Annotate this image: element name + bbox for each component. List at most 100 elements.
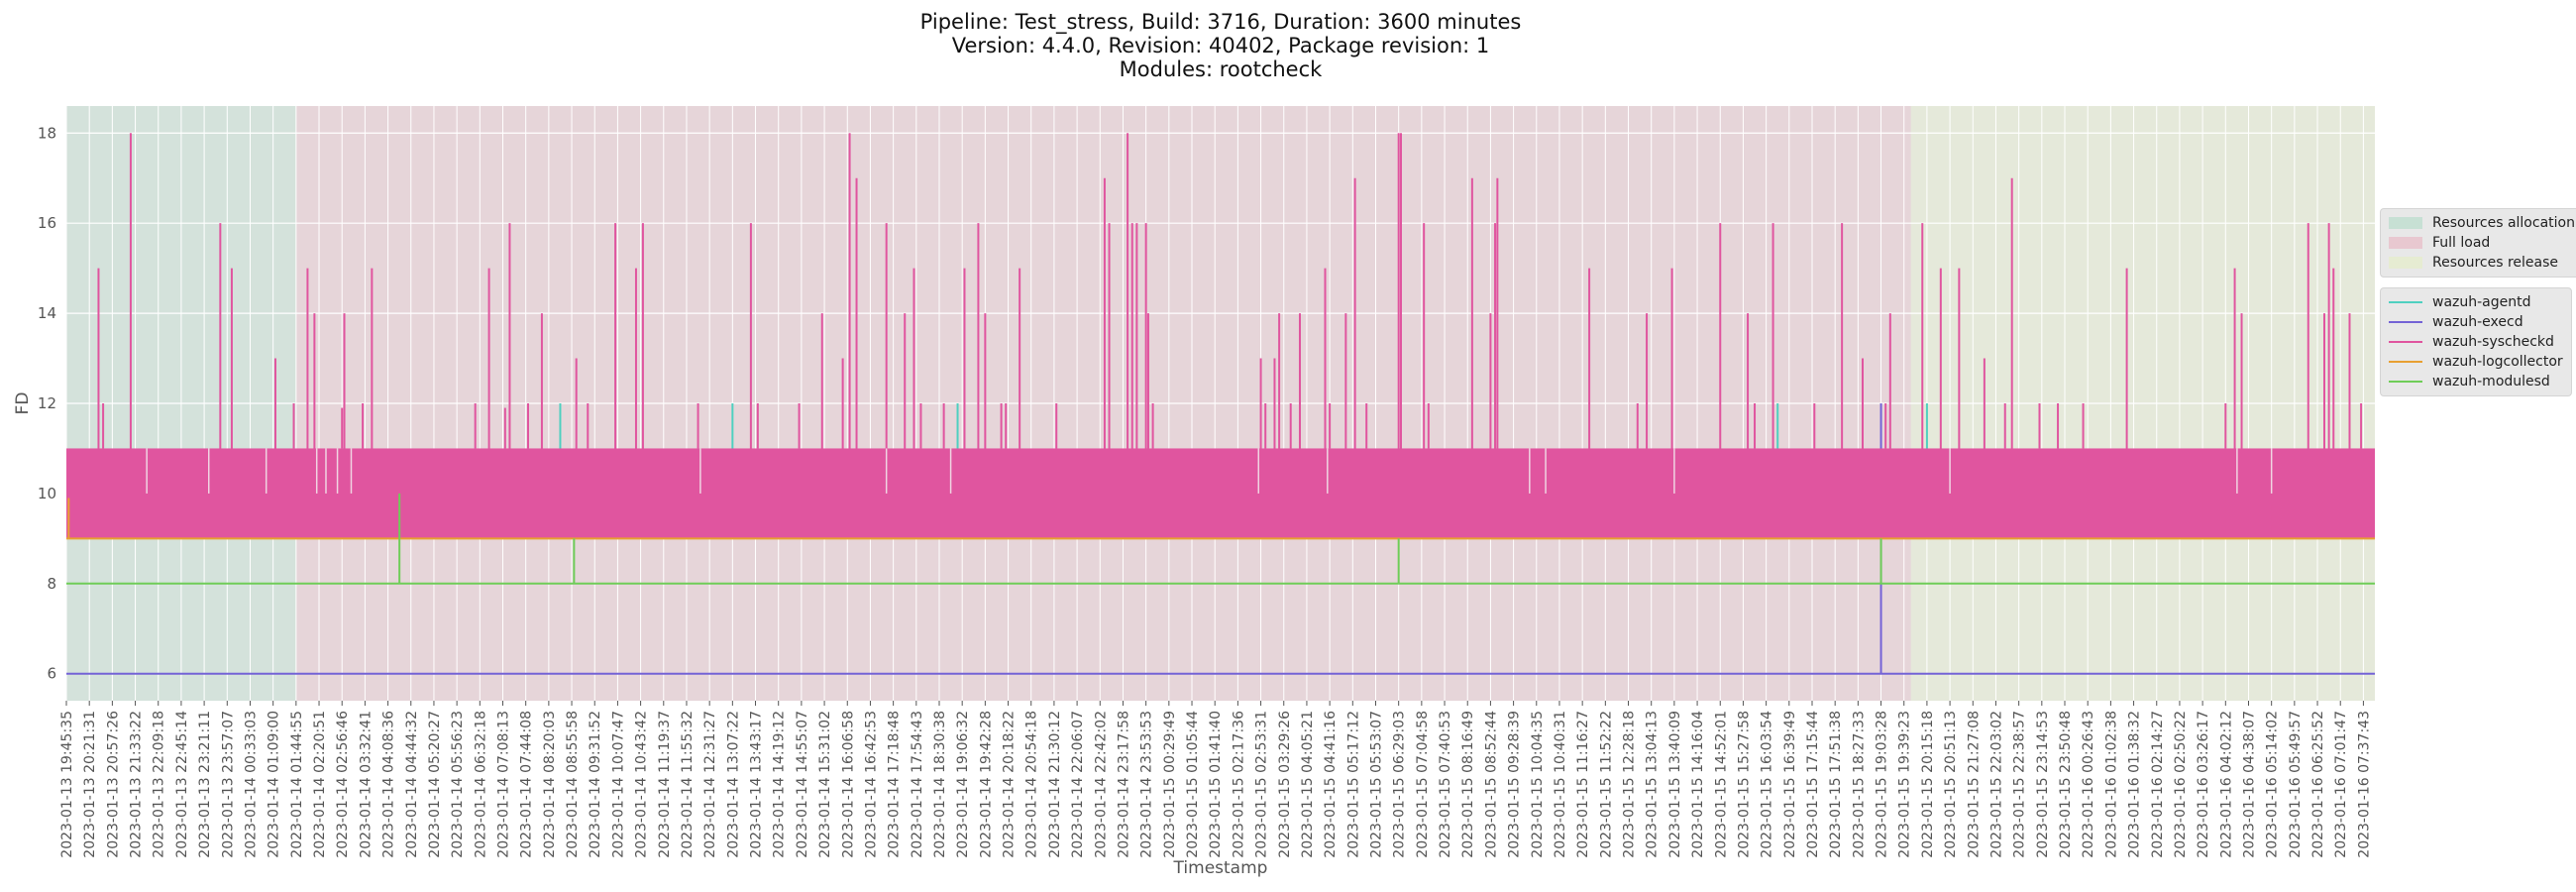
x-tick-label: 2023-01-14 16:06:58 bbox=[840, 711, 856, 858]
x-tick-label: 2023-01-15 08:52:44 bbox=[1483, 711, 1499, 858]
y-axis-ticks: 6 8 10 12 14 16 18 bbox=[38, 124, 56, 682]
x-tick-label: 2023-01-14 20:18:22 bbox=[1002, 711, 1018, 858]
x-tick-label: 2023-01-14 22:06:07 bbox=[1070, 711, 1086, 858]
x-tick-label: 2023-01-16 01:38:32 bbox=[2127, 711, 2143, 858]
x-tick-label: 2023-01-15 19:03:28 bbox=[1875, 711, 1890, 858]
x-tick-label: 2023-01-14 10:07:47 bbox=[610, 711, 626, 858]
x-tick-label: 2023-01-14 02:56:46 bbox=[335, 711, 351, 858]
chart-title: Pipeline: Test_stress, Build: 3716, Dura… bbox=[0, 10, 2441, 81]
legend-swatch bbox=[2389, 301, 2422, 303]
legend-swatch bbox=[2389, 341, 2422, 343]
x-tick-label: 2023-01-14 07:44:08 bbox=[519, 711, 535, 858]
x-tick-label: 2023-01-15 19:39:23 bbox=[1897, 711, 1913, 858]
x-tick-label: 2023-01-15 02:17:36 bbox=[1231, 711, 1246, 858]
x-axis-label: Timestamp bbox=[1173, 858, 1268, 878]
x-tick-label: 2023-01-16 05:49:57 bbox=[2288, 711, 2304, 858]
x-tick-label: 2023-01-14 15:31:02 bbox=[817, 711, 833, 858]
x-tick-label: 2023-01-14 23:17:58 bbox=[1116, 711, 1131, 858]
x-tick-label: 2023-01-13 23:57:07 bbox=[220, 711, 236, 858]
x-tick-label: 2023-01-14 08:20:03 bbox=[542, 711, 558, 858]
series-band-wazuh-syscheckd bbox=[66, 448, 2375, 539]
x-tick-label: 2023-01-14 11:19:37 bbox=[657, 711, 673, 858]
x-tick-label: 2023-01-15 12:28:18 bbox=[1622, 711, 1638, 858]
x-tick-label: 2023-01-15 15:27:58 bbox=[1736, 711, 1752, 858]
x-tick-label: 2023-01-16 06:25:52 bbox=[2310, 711, 2326, 858]
x-tick-label: 2023-01-15 11:16:27 bbox=[1575, 711, 1591, 858]
y-tick-label: 12 bbox=[38, 394, 56, 412]
x-tick-label: 2023-01-15 13:40:09 bbox=[1667, 711, 1683, 858]
x-tick-label: 2023-01-13 22:45:14 bbox=[174, 711, 190, 858]
chart-title-line-1: Pipeline: Test_stress, Build: 3716, Dura… bbox=[919, 10, 1522, 34]
legend-label: wazuh-syscheckd bbox=[2432, 334, 2554, 350]
x-tick-label: 2023-01-13 21:33:22 bbox=[129, 711, 145, 858]
chart-title-line-2: Version: 4.4.0, Revision: 40402, Package… bbox=[951, 34, 1490, 57]
legend-label: Full load bbox=[2432, 235, 2491, 251]
legend-label: wazuh-modulesd bbox=[2432, 374, 2550, 390]
x-tick-label: 2023-01-16 07:01:47 bbox=[2333, 711, 2349, 858]
y-tick-label: 18 bbox=[38, 124, 56, 142]
legend-item: wazuh-logcollector bbox=[2389, 352, 2563, 372]
x-tick-label: 2023-01-15 10:40:31 bbox=[1553, 711, 1568, 858]
x-tick-label: 2023-01-16 04:02:12 bbox=[2218, 711, 2234, 858]
x-tick-label: 2023-01-14 04:44:32 bbox=[404, 711, 420, 858]
x-tick-label: 2023-01-14 08:55:58 bbox=[565, 711, 581, 858]
x-axis-ticks: 2023-01-13 19:45:35 2023-01-13 20:21:31 20… bbox=[59, 701, 2372, 858]
y-tick-label: 8 bbox=[47, 575, 56, 593]
x-tick-label: 2023-01-15 14:52:01 bbox=[1713, 711, 1729, 858]
x-tick-label: 2023-01-14 21:30:12 bbox=[1047, 711, 1063, 858]
x-tick-label: 2023-01-15 22:03:02 bbox=[1988, 711, 2004, 858]
x-tick-label: 2023-01-14 10:43:42 bbox=[634, 711, 650, 858]
x-tick-label: 2023-01-14 03:32:41 bbox=[358, 711, 374, 858]
x-tick-label: 2023-01-13 20:21:31 bbox=[82, 711, 98, 858]
x-tick-label: 2023-01-15 23:14:53 bbox=[2035, 711, 2051, 858]
x-tick-label: 2023-01-14 12:31:27 bbox=[702, 711, 718, 858]
legend-swatch bbox=[2389, 217, 2422, 229]
legend-item: wazuh-modulesd bbox=[2389, 372, 2563, 391]
x-tick-label: 2023-01-15 14:16:04 bbox=[1690, 711, 1706, 858]
x-tick-label: 2023-01-15 05:53:07 bbox=[1368, 711, 1384, 858]
x-tick-label: 2023-01-15 23:50:48 bbox=[2058, 711, 2074, 858]
series-legend: wazuh-agentd wazuh-execd wazuh-syscheckd wa… bbox=[2380, 287, 2572, 396]
x-tick-label: 2023-01-16 00:26:43 bbox=[2081, 711, 2096, 858]
x-tick-label: 2023-01-15 09:28:39 bbox=[1507, 711, 1523, 858]
legend-item: wazuh-syscheckd bbox=[2389, 332, 2563, 352]
x-tick-label: 2023-01-15 20:51:13 bbox=[1943, 711, 1959, 858]
x-tick-label: 2023-01-16 02:50:22 bbox=[2173, 711, 2189, 858]
x-tick-label: 2023-01-15 01:41:40 bbox=[1208, 711, 1224, 858]
x-tick-label: 2023-01-15 07:40:53 bbox=[1438, 711, 1453, 858]
x-tick-label: 2023-01-15 04:05:21 bbox=[1300, 711, 1316, 858]
x-tick-label: 2023-01-15 04:41:16 bbox=[1323, 711, 1339, 858]
x-tick-label: 2023-01-15 10:04:35 bbox=[1530, 711, 1546, 858]
x-tick-label: 2023-01-14 18:30:38 bbox=[932, 711, 948, 858]
x-tick-label: 2023-01-14 05:56:23 bbox=[450, 711, 466, 858]
legend-label: wazuh-logcollector bbox=[2432, 354, 2563, 370]
legend-swatch bbox=[2389, 381, 2422, 383]
x-tick-label: 2023-01-14 20:54:18 bbox=[1024, 711, 1040, 858]
x-tick-label: 2023-01-16 07:37:43 bbox=[2356, 711, 2372, 858]
x-tick-label: 2023-01-16 03:26:17 bbox=[2196, 711, 2211, 858]
x-tick-label: 2023-01-16 02:14:27 bbox=[2150, 711, 2166, 858]
x-tick-label: 2023-01-15 20:15:18 bbox=[1920, 711, 1936, 858]
x-tick-label: 2023-01-14 14:19:12 bbox=[772, 711, 788, 858]
phase-legend: Resources allocation Full load Resources r… bbox=[2380, 208, 2576, 278]
x-tick-label: 2023-01-14 02:20:51 bbox=[312, 711, 328, 858]
series-group bbox=[66, 133, 2375, 675]
x-tick-label: 2023-01-14 17:54:43 bbox=[910, 711, 925, 858]
legend-swatch bbox=[2389, 361, 2422, 363]
legend-item: Full load bbox=[2389, 233, 2575, 253]
x-tick-label: 2023-01-15 16:39:49 bbox=[1782, 711, 1798, 858]
x-tick-label: 2023-01-15 13:04:13 bbox=[1645, 711, 1661, 858]
x-tick-label: 2023-01-15 17:51:38 bbox=[1828, 711, 1844, 858]
x-tick-label: 2023-01-14 13:07:22 bbox=[725, 711, 741, 858]
x-tick-label: 2023-01-16 04:38:07 bbox=[2241, 711, 2257, 858]
x-tick-label: 2023-01-15 16:03:54 bbox=[1760, 711, 1775, 858]
x-tick-label: 2023-01-14 01:09:00 bbox=[267, 711, 282, 858]
x-tick-label: 2023-01-14 09:31:52 bbox=[588, 711, 603, 858]
x-tick-label: 2023-01-14 22:42:02 bbox=[1093, 711, 1109, 858]
x-tick-label: 2023-01-15 05:17:12 bbox=[1345, 711, 1361, 858]
x-tick-label: 2023-01-15 03:29:26 bbox=[1277, 711, 1293, 858]
x-tick-label: 2023-01-15 07:04:58 bbox=[1415, 711, 1431, 858]
y-tick-label: 10 bbox=[38, 485, 56, 502]
y-tick-label: 6 bbox=[47, 665, 56, 683]
